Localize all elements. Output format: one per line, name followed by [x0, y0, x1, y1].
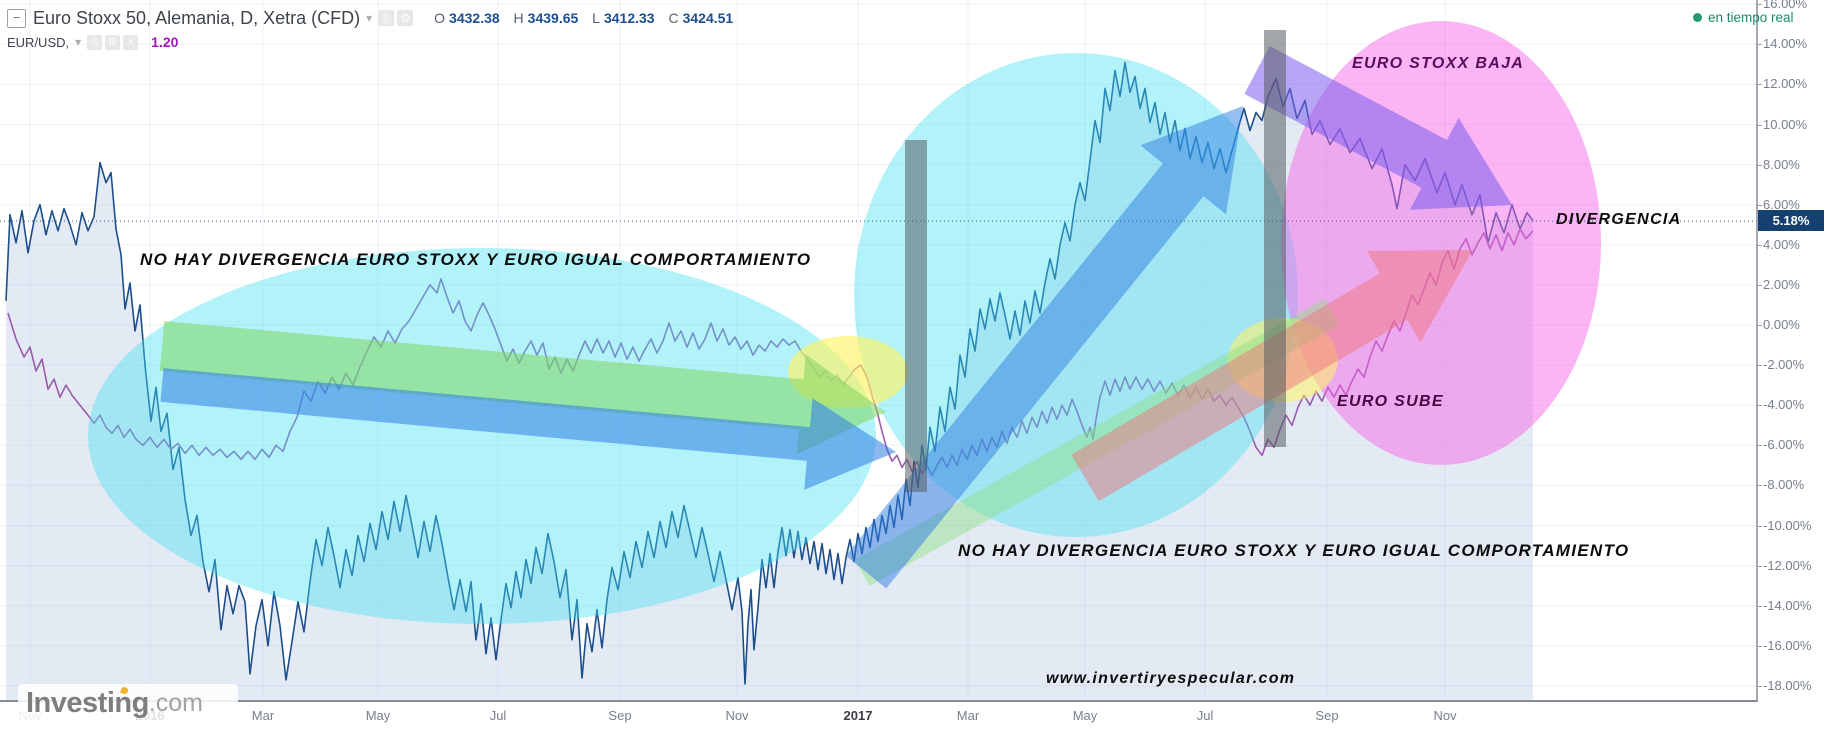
investing-watermark: Investing .com: [18, 684, 238, 722]
price-axis-tick: [1757, 646, 1762, 647]
realtime-label: en tiempo real: [1708, 10, 1794, 25]
time-axis-year-label: 2017: [843, 708, 873, 723]
blue-diagonal-up-arrow: [845, 106, 1243, 589]
gray-marker-bar-2: [1264, 30, 1286, 447]
time-axis-label: Nov: [725, 708, 749, 723]
annotation-euro-stoxx-baja: EURO STOXX BAJA: [1352, 55, 1525, 72]
price-axis-tick: [1757, 526, 1762, 527]
price-axis-tick: [1757, 365, 1762, 366]
compare-last-value: 1.20: [151, 34, 179, 50]
annotation-euro-sube: EURO SUBE: [1337, 393, 1444, 410]
legend-compare-series: EUR/USD, ▾ ◎ ⚙ × 1.20: [7, 33, 178, 51]
price-axis-label: 14.00%: [1763, 36, 1808, 51]
toggle-visibility-icon[interactable]: ◎: [87, 34, 103, 50]
main-symbol-title[interactable]: Euro Stoxx 50, Alemania, D, Xetra (CFD): [33, 7, 361, 28]
open-value: 3432.38: [449, 10, 500, 26]
low-value: 3412.33: [603, 10, 655, 26]
price-axis-label: 16.00%: [1763, 0, 1808, 11]
price-axis-tick: [1757, 44, 1762, 45]
price-axis-label: 4.00%: [1763, 237, 1800, 252]
green-horizontal-arrow: [159, 321, 886, 455]
compare-symbol-title[interactable]: EUR/USD,: [7, 34, 70, 50]
gray-marker-bar-1: [905, 140, 927, 492]
last-price-tag: 5.18%: [1758, 210, 1824, 231]
price-axis-tick: [1757, 606, 1762, 607]
price-axis-tick: [1757, 325, 1762, 326]
high-label: H: [513, 10, 524, 26]
price-axis-label: -4.00%: [1763, 397, 1805, 412]
time-axis-label: May: [1072, 708, 1098, 723]
close-label: C: [668, 10, 679, 26]
collapse-pane-icon[interactable]: −: [7, 8, 26, 28]
low-label: L: [592, 10, 600, 26]
price-axis-tick: [1757, 165, 1762, 166]
price-axis-tick: [1757, 4, 1762, 5]
violet-down-arrow: [1244, 46, 1512, 210]
annotation-no-divergence-right: NO HAY DIVERGENCIA EURO STOXX Y EURO IGU…: [958, 541, 1630, 560]
gear-icon[interactable]: ⚙: [397, 10, 414, 26]
chevron-down-icon[interactable]: ▾: [75, 35, 82, 49]
price-axis-label: -8.00%: [1763, 477, 1805, 492]
price-axis-label: 0.00%: [1763, 317, 1800, 332]
toggle-visibility-icon[interactable]: ◎: [378, 10, 395, 26]
price-axis-tick: [1757, 84, 1762, 85]
time-axis-label: Nov: [1433, 708, 1457, 723]
realtime-status: en tiempo real: [1693, 10, 1794, 25]
price-axis-tick: [1757, 245, 1762, 246]
ohlc-values: O 3432.38 H 3439.65 L 3412.33 C 3424.51: [430, 10, 733, 26]
price-axis-label: -12.00%: [1763, 558, 1812, 573]
time-axis-label: Sep: [608, 708, 632, 723]
price-axis-label: -6.00%: [1763, 437, 1805, 452]
price-axis-label: -10.00%: [1763, 518, 1812, 533]
price-axis-tick: [1757, 405, 1762, 406]
price-axis-tick: [1757, 686, 1762, 687]
price-axis-label: 6.00%: [1763, 197, 1800, 212]
chevron-down-icon[interactable]: ▾: [366, 11, 373, 25]
price-axis-tick: [1757, 445, 1762, 446]
watermark-suffix: .com: [148, 688, 203, 717]
price-axis-label: -16.00%: [1763, 638, 1812, 653]
price-axis-label: 8.00%: [1763, 157, 1800, 172]
realtime-dot-icon: [1693, 13, 1702, 22]
price-axis-tick: [1757, 566, 1762, 567]
time-axis-label: Mar: [251, 708, 275, 723]
open-label: O: [434, 10, 446, 26]
price-axis-label: -18.00%: [1763, 678, 1812, 693]
price-axis-label: 10.00%: [1763, 117, 1808, 132]
time-axis-label: Jul: [489, 708, 507, 723]
blue-horizontal-arrow: [160, 368, 896, 490]
price-axis-tick: [1757, 125, 1762, 126]
high-value: 3439.65: [527, 10, 579, 26]
annotation-site-url: www.invertiryespecular.com: [1046, 670, 1296, 687]
price-axis-label: -2.00%: [1763, 357, 1805, 372]
watermark-brand: Investing: [26, 686, 149, 719]
annotation-no-divergence-left: NO HAY DIVERGENCIA EURO STOXX Y EURO IGU…: [140, 250, 812, 269]
price-axis-tick: [1757, 285, 1762, 286]
gear-icon[interactable]: ⚙: [105, 34, 121, 50]
time-axis-label: May: [365, 708, 391, 723]
close-icon[interactable]: ×: [123, 34, 139, 50]
price-axis-label: -14.00%: [1763, 598, 1812, 613]
price-axis-tick: [1757, 205, 1762, 206]
close-value: 3424.51: [682, 10, 734, 26]
time-axis-label: Sep: [1315, 708, 1339, 723]
time-axis-label: Mar: [956, 708, 980, 723]
price-axis-tick: [1757, 485, 1762, 486]
legend-main-series: − Euro Stoxx 50, Alemania, D, Xetra (CFD…: [7, 7, 733, 29]
annotation-divergencia: DIVERGENCIA: [1556, 211, 1682, 228]
price-axis-label: 12.00%: [1763, 76, 1808, 91]
price-axis-label: 2.00%: [1763, 277, 1800, 292]
time-axis-label: Jul: [1196, 708, 1214, 723]
